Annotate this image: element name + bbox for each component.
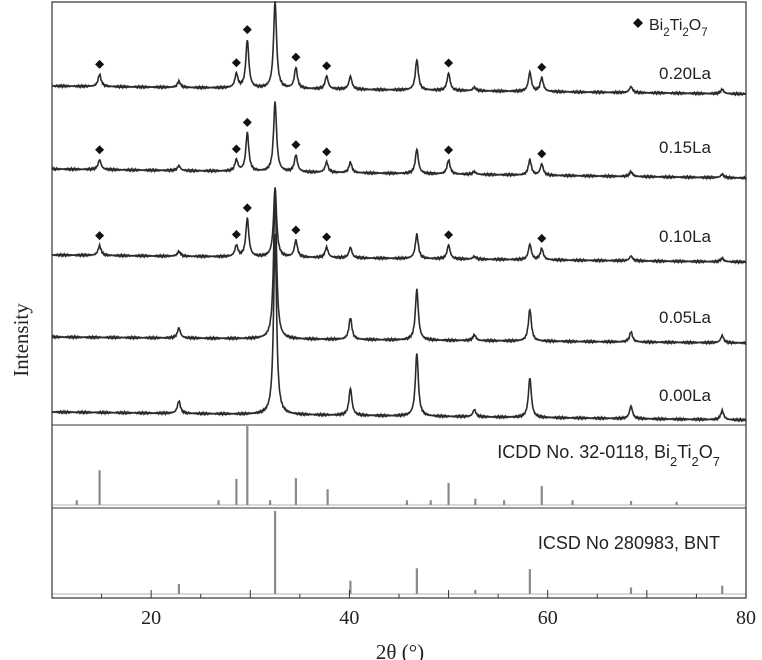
impurity-marker bbox=[231, 229, 241, 239]
pattern-line-0-15la bbox=[51, 101, 747, 181]
y-axis-title: Intensity bbox=[9, 303, 33, 377]
x-tick-label: 80 bbox=[736, 607, 756, 629]
impurity-marker bbox=[537, 62, 547, 72]
legend: Bi2Ti2O7 bbox=[633, 17, 708, 39]
reference-patterns: ICDD No. 32-0118, Bi2Ti2O7 ICSD No 280983… bbox=[52, 426, 746, 595]
impurity-marker bbox=[444, 58, 454, 68]
impurity-marker bbox=[95, 231, 105, 241]
impurity-marker bbox=[242, 203, 252, 213]
impurity-marker bbox=[95, 145, 105, 155]
x-tick-label: 60 bbox=[538, 607, 558, 629]
impurity-markers bbox=[95, 25, 547, 243]
series-label: 0.10La bbox=[659, 227, 712, 246]
x-tick-label: 20 bbox=[141, 607, 161, 629]
impurity-marker bbox=[95, 59, 105, 69]
series-label: 0.00La bbox=[659, 386, 712, 405]
impurity-marker bbox=[444, 230, 454, 240]
impurity-marker bbox=[291, 52, 301, 62]
reference-label: ICSD No 280983, BNT bbox=[538, 533, 720, 553]
legend-diamond-marker bbox=[633, 18, 643, 28]
x-tick-label: 40 bbox=[339, 607, 359, 629]
pattern-line-0-05la bbox=[51, 194, 747, 346]
legend-label: Bi2Ti2O7 bbox=[649, 17, 708, 39]
reference-label: ICDD No. 32-0118, Bi2Ti2O7 bbox=[497, 442, 720, 469]
impurity-marker bbox=[231, 58, 241, 68]
impurity-marker bbox=[444, 145, 454, 155]
impurity-marker bbox=[291, 225, 301, 235]
series-label: 0.05La bbox=[659, 308, 712, 327]
pattern-line-0-20la bbox=[51, 1, 747, 97]
x-axis-title: 2θ (°) bbox=[376, 640, 424, 660]
plot-frame bbox=[51, 1, 747, 599]
impurity-marker bbox=[291, 140, 301, 150]
impurity-marker bbox=[537, 233, 547, 243]
impurity-marker bbox=[231, 144, 241, 154]
impurity-marker bbox=[322, 61, 332, 71]
impurity-marker bbox=[322, 232, 332, 242]
pattern-line-0-00la bbox=[51, 234, 747, 423]
impurity-marker bbox=[242, 25, 252, 35]
x-axis: 20 40 60 80 bbox=[51, 590, 756, 629]
impurity-marker bbox=[322, 147, 332, 157]
series-label: 0.20La bbox=[659, 64, 712, 83]
diffraction-patterns bbox=[51, 1, 747, 423]
pattern-line-0-10la bbox=[51, 187, 747, 265]
series-labels: 0.20La 0.15La 0.10La 0.05La 0.00La bbox=[659, 64, 712, 405]
impurity-marker bbox=[242, 117, 252, 127]
series-label: 0.15La bbox=[659, 138, 712, 157]
impurity-marker bbox=[537, 149, 547, 159]
